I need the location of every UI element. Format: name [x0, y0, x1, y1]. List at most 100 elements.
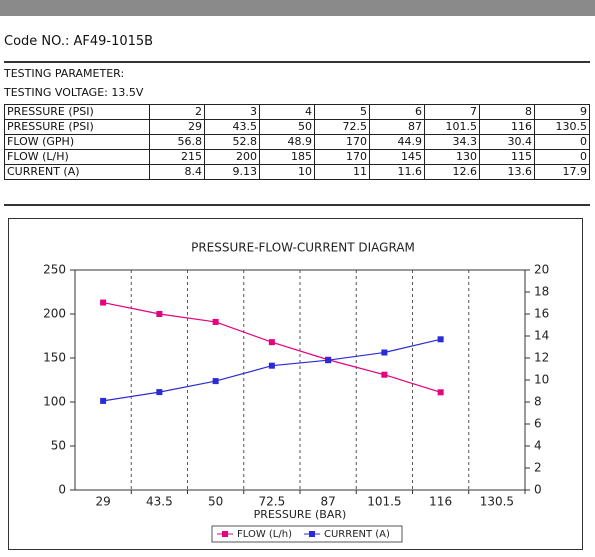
table-cell: 101.5 — [424, 119, 480, 135]
table-cell: PRESSURE (PSI) — [4, 104, 150, 120]
y-tick-label: 50 — [51, 439, 66, 453]
table-cell: 48.9 — [259, 134, 315, 150]
table-cell: 6 — [369, 104, 425, 120]
table-cell: 145 — [369, 149, 425, 165]
top-bar — [0, 0, 595, 16]
table-cell: CURRENT (A) — [4, 164, 150, 180]
point — [268, 362, 275, 369]
parameter-table: PRESSURE (PSI) 2 3 4 5 6 7 8 9 PRESSURE (PSI) 29 43… — [4, 104, 590, 180]
table-cell: 170 — [314, 149, 370, 165]
table-cell: 43.5 — [204, 119, 260, 135]
table-cell: 170 — [314, 134, 370, 150]
point — [212, 378, 219, 385]
y2-tick-label: 6 — [534, 417, 542, 431]
chart: PRESSURE-FLOW-CURRENT DIAGRAM PRESSURE (… — [8, 218, 583, 550]
table-cell: 200 — [204, 149, 260, 165]
table-cell: 2 — [149, 104, 205, 120]
legend-label: CURRENT (A) — [324, 529, 390, 540]
table-cell: FLOW (GPH) — [4, 134, 150, 150]
chart-frame — [8, 218, 583, 550]
table-cell: 44.9 — [369, 134, 425, 150]
point — [437, 389, 444, 396]
point — [381, 349, 388, 356]
y2-tick-label: 8 — [534, 395, 542, 409]
table-cell: 30.4 — [479, 134, 535, 150]
point — [381, 371, 388, 378]
x-tick-label: 29 — [95, 495, 110, 509]
table-row: PRESSURE (PSI) 2 3 4 5 6 7 8 9 — [4, 104, 590, 120]
table-cell: 5 — [314, 104, 370, 120]
point — [212, 318, 219, 325]
y2-tick-label: 12 — [534, 351, 549, 365]
table-cell: 11 — [314, 164, 370, 180]
table-cell: 9.13 — [204, 164, 260, 180]
table-cell: FLOW (L/H) — [4, 149, 150, 165]
y2-tick-label: 20 — [534, 263, 549, 277]
table-row: FLOW (GPH) 56.8 52.8 48.9 170 44.9 34.3 30.4 0 — [4, 134, 590, 150]
point — [156, 389, 163, 396]
point — [437, 336, 444, 343]
table-cell: 17.9 — [534, 164, 590, 180]
table-cell: PRESSURE (PSI) — [4, 119, 150, 135]
table-row: CURRENT (A) 8.4 9.13 10 11 11.6 12.6 13.6 17.9 — [4, 164, 590, 180]
point — [100, 299, 107, 306]
y2-tick-label: 4 — [534, 439, 542, 453]
legend-label: FLOW (L/h) — [237, 529, 292, 540]
table-cell: 8 — [479, 104, 535, 120]
y2-tick-label: 0 — [534, 483, 542, 497]
point — [100, 397, 107, 404]
x-tick-label: 87 — [320, 495, 335, 509]
divider — [4, 204, 590, 206]
point — [268, 339, 275, 346]
point — [325, 357, 332, 364]
table-cell: 0 — [534, 149, 590, 165]
table-cell: 10 — [259, 164, 315, 180]
legend-marker — [309, 531, 315, 537]
table-cell: 9 — [534, 104, 590, 120]
y2-tick-label: 10 — [534, 373, 549, 387]
table-cell: 87 — [369, 119, 425, 135]
table-cell: 52.8 — [204, 134, 260, 150]
table-cell: 130.5 — [534, 119, 590, 135]
table-cell: 185 — [259, 149, 315, 165]
y2-tick-label: 16 — [534, 307, 549, 321]
table-cell: 116 — [479, 119, 535, 135]
table-cell: 12.6 — [424, 164, 480, 180]
x-axis-label: PRESSURE (BAR) — [254, 508, 347, 521]
point — [156, 311, 163, 317]
table-cell: 56.8 — [149, 134, 205, 150]
y2-tick-label: 14 — [534, 329, 549, 343]
table-cell: 0 — [534, 134, 590, 150]
chart-title: PRESSURE-FLOW-CURRENT DIAGRAM — [191, 241, 415, 255]
series-line — [103, 301, 441, 393]
y-tick-label: 250 — [43, 263, 66, 277]
table-row: FLOW (L/H) 215 200 185 170 145 130 115 0 — [4, 149, 590, 165]
y2-tick-label: 18 — [534, 285, 549, 299]
x-tick-label: 50 — [208, 495, 223, 509]
table-cell: 8.4 — [149, 164, 205, 180]
table-cell: 130 — [424, 149, 480, 165]
table-cell: 50 — [259, 119, 315, 135]
table-row: PRESSURE (PSI) 29 43.5 50 72.5 87 101.5 116 130.… — [4, 119, 590, 135]
series-line — [103, 338, 441, 402]
x-tick-label: 101.5 — [367, 495, 401, 509]
testing-parameter: TESTING PARAMETER: — [4, 67, 125, 80]
table-cell: 4 — [259, 104, 315, 120]
y-tick-label: 0 — [58, 483, 66, 497]
x-tick-label: 72.5 — [259, 495, 286, 509]
testing-voltage: TESTING VOLTAGE: 13.5V — [4, 86, 144, 99]
x-tick-label: 116 — [429, 495, 452, 509]
table-cell: 29 — [149, 119, 205, 135]
legend-marker — [222, 531, 228, 537]
divider — [4, 61, 590, 63]
table-cell: 11.6 — [369, 164, 425, 180]
y2-tick-label: 2 — [534, 461, 542, 475]
table-cell: 7 — [424, 104, 480, 120]
code-number: Code NO.: AF49-1015B — [4, 34, 154, 49]
table-cell: 215 — [149, 149, 205, 165]
x-tick-label: 43.5 — [146, 495, 173, 509]
y-tick-label: 200 — [43, 307, 66, 321]
table-cell: 115 — [479, 149, 535, 165]
y-tick-label: 150 — [43, 351, 66, 365]
